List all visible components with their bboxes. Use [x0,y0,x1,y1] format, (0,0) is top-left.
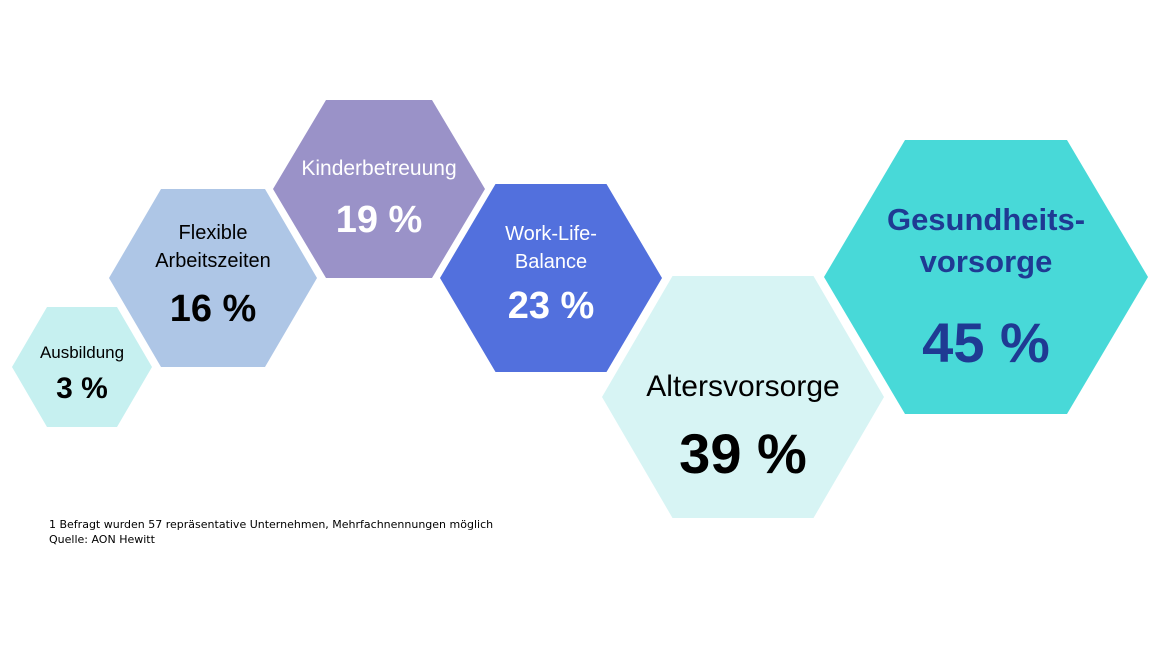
category-label: Balance [515,251,587,273]
footnote: 1 Befragt wurden 57 repräsentative Unter… [49,517,493,547]
category-label: Ausbildung [40,343,124,362]
value-label: 39 % [679,422,807,485]
category-label: Flexible [179,222,248,244]
hexagon-flexible-arbeitszeiten: Flexible Arbeitszeiten 16 % [109,189,317,367]
footnote-survey-note: 1 Befragt wurden 57 repräsentative Unter… [49,518,494,531]
value-label: 16 % [170,288,257,330]
value-label: 45 % [922,311,1050,374]
category-label: Gesundheits- [887,202,1085,237]
hexagon-shape-gesundheits-vorsorge [824,140,1148,414]
hexagon-gesundheits-vorsorge: Gesundheits-vorsorge 45 % [824,140,1148,414]
category-label: Kinderbetreuung [301,157,456,180]
hexagon-work-life-balance: Work-Life- Balance 23 % [440,184,662,372]
value-label: 19 % [336,199,423,241]
hexagon-shape-altersvorsorge [602,276,884,518]
hexagon-shape-flexible-arbeitszeiten [109,189,317,367]
category-label: Altersvorsorge [646,370,839,403]
hexagon-shape-work-life-balance [440,184,662,372]
hexagon-shape-kinderbetreuung [273,100,485,278]
hexagon-kinderbetreuung: Kinderbetreuung 19 % [273,100,485,278]
hexagon-shape-ausbildung [12,307,152,427]
category-label: Arbeitszeiten [155,250,271,272]
footnote-source: Quelle: AON Hewitt [49,533,155,546]
category-label: vorsorge [920,244,1053,279]
hexagon-ausbildung: Ausbildung 3 % [12,307,152,427]
value-label: 23 % [508,285,595,327]
hexagon-altersvorsorge: Altersvorsorge 39 % [602,276,884,518]
value-label: 3 % [56,372,108,405]
category-label: Work-Life- [505,223,597,245]
